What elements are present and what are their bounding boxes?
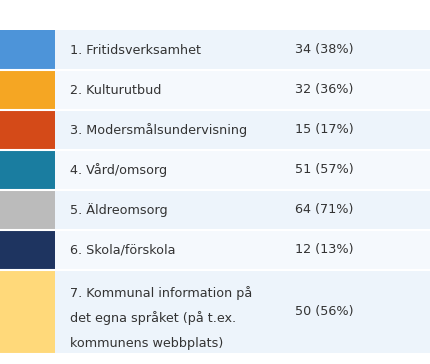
Text: 6. Skola/förskola: 6. Skola/förskola [70,244,175,257]
Bar [0,30,430,70]
Bar [0,270,430,354]
Bar [0,110,430,150]
Text: 64 (71%): 64 (71%) [295,203,353,217]
Text: 1. Fritidsverksamhet: 1. Fritidsverksamhet [70,44,201,56]
Bar [0,230,55,270]
Text: 32 (36%): 32 (36%) [295,83,353,96]
Bar [0,270,55,354]
Text: kommunens webbplats): kommunens webbplats) [70,337,223,350]
Text: 4. Vård/omsorg: 4. Vård/omsorg [70,163,167,177]
Bar [0,70,430,110]
Text: det egna språket (på t.ex.: det egna språket (på t.ex. [70,311,236,325]
Text: 50 (56%): 50 (56%) [295,305,353,318]
Bar [0,0,430,30]
Bar [0,190,55,230]
Text: 2. Kulturutbud: 2. Kulturutbud [70,83,161,96]
Bar [0,110,55,150]
Text: 34 (38%): 34 (38%) [295,44,353,56]
Bar [0,70,55,110]
Bar [0,150,430,190]
Bar [0,150,55,190]
Text: 15 (17%): 15 (17%) [295,123,353,136]
Bar [0,230,430,270]
Text: 7. Kommunal information på: 7. Kommunal information på [70,286,252,300]
Text: 3. Modersmålsundervisning: 3. Modersmålsundervisning [70,123,247,137]
Text: 51 (57%): 51 (57%) [295,163,353,177]
Text: 5. Äldreomsorg: 5. Äldreomsorg [70,203,168,217]
Bar [0,190,430,230]
Text: 12 (13%): 12 (13%) [295,244,353,257]
Bar [0,30,55,70]
